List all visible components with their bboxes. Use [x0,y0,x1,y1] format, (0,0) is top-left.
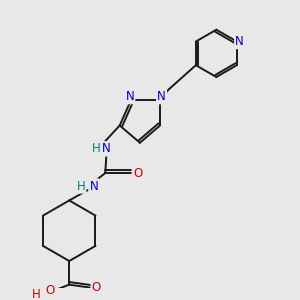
Text: H: H [76,179,85,193]
Text: O: O [92,281,101,294]
Text: N: N [235,35,244,48]
Text: N: N [125,90,134,103]
Text: O: O [133,167,142,180]
Text: N: N [157,90,166,103]
Text: H: H [32,288,40,300]
Text: N: N [102,142,111,155]
Text: N: N [89,179,98,193]
Text: O: O [45,284,55,297]
Text: H: H [92,142,100,155]
